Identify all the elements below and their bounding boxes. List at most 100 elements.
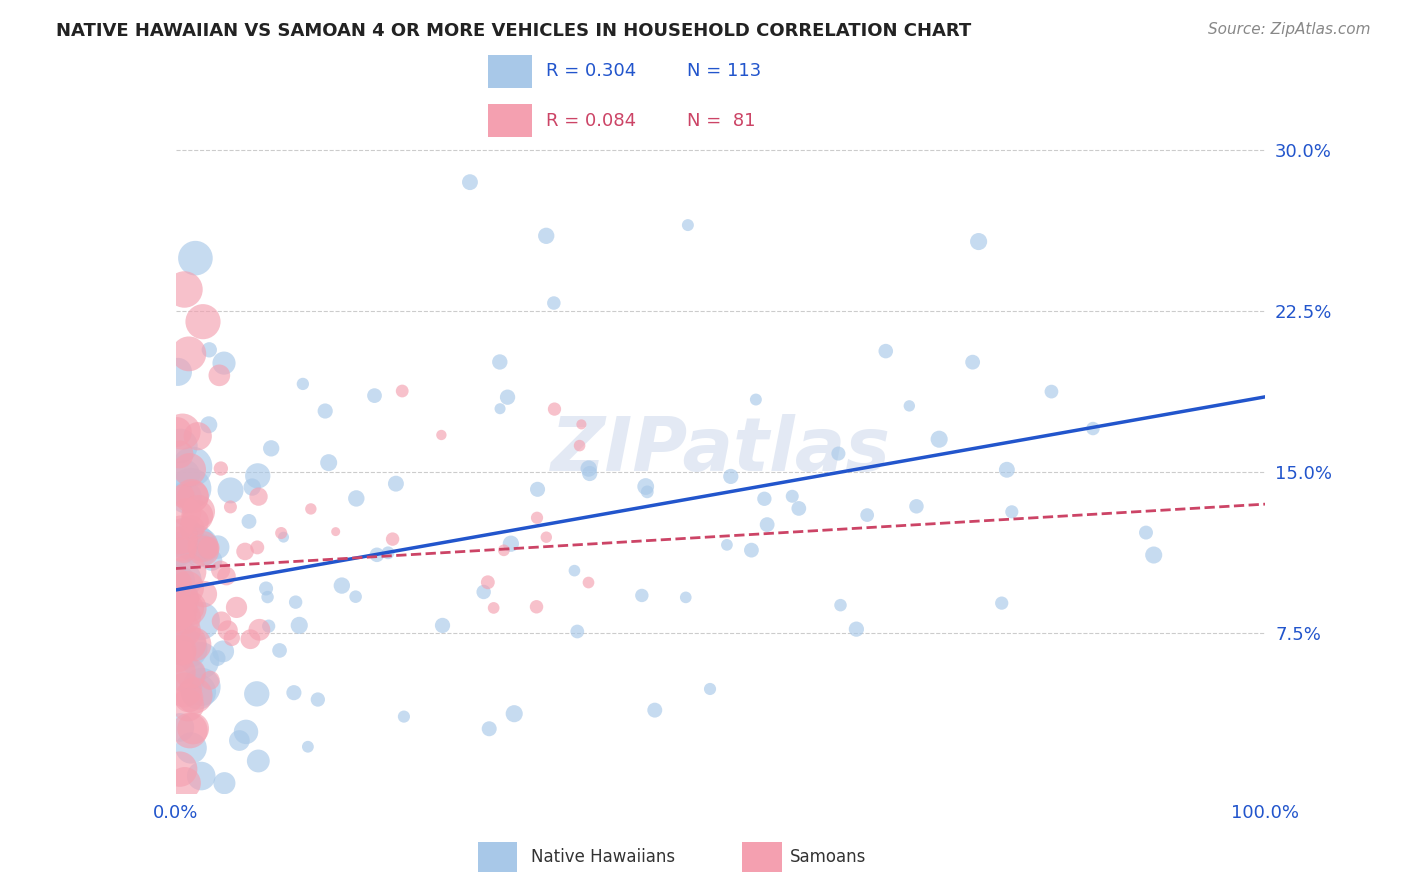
Point [564,564,586,578]
Point [631,589,654,603]
Point [183,637,205,651]
Point [297,739,319,754]
Point [472,585,495,599]
Point [1001,505,1024,519]
Point [180,482,202,496]
Point [1040,384,1063,399]
Point [207,651,229,665]
Point [169,439,191,453]
Point [181,490,204,504]
Point [169,762,191,776]
Point [184,251,207,265]
Point [283,686,305,700]
Point [536,530,558,544]
Point [254,582,277,596]
Point [716,538,738,552]
Point [489,401,512,416]
Point [1143,548,1166,562]
Point [173,682,195,697]
Point [172,624,194,638]
Point [170,539,193,553]
Point [291,376,314,391]
Point [170,573,193,587]
Point [183,689,205,703]
Point [827,446,849,460]
Point [176,581,198,595]
Point [166,665,188,680]
Point [391,384,413,398]
Point [247,490,270,504]
Point [238,515,260,529]
Point [780,489,803,503]
Point [209,563,232,577]
Point [170,593,193,607]
Point [578,575,600,590]
Point [173,543,195,558]
Point [644,703,666,717]
Point [228,733,250,747]
Point [496,390,519,404]
Point [214,776,236,790]
Point [344,491,367,506]
Point [534,228,557,243]
Point [325,524,347,539]
Point [543,402,565,417]
Point [169,537,191,551]
Point [212,644,235,658]
Point [458,175,481,189]
Point [503,706,526,721]
Point [385,476,408,491]
Point [845,622,868,636]
Point [571,417,593,432]
Point [699,681,721,696]
Point [720,469,742,483]
Point [307,692,329,706]
Point [235,724,257,739]
Point [990,596,1012,610]
Point [186,508,208,523]
Point [273,530,295,544]
Point [634,479,657,493]
Point [344,590,367,604]
Point [905,500,928,514]
Point [745,392,768,407]
Point [191,540,214,554]
Point [190,680,212,694]
Point [193,587,215,601]
Point [181,722,204,736]
Point [180,489,202,503]
Text: Source: ZipAtlas.com: Source: ZipAtlas.com [1208,22,1371,37]
Point [330,578,353,592]
Point [200,673,222,688]
Point [173,610,195,624]
Point [568,439,591,453]
Point [246,687,269,701]
Point [756,517,779,532]
Point [967,235,990,249]
Point [198,417,221,432]
Point [173,776,195,790]
Point [314,404,336,418]
Point [363,389,385,403]
Point [201,553,224,567]
Point [478,722,501,736]
Point [215,569,238,583]
Point [830,598,852,612]
Point [179,601,201,615]
Point [169,609,191,624]
Point [246,541,269,555]
Point [284,595,307,609]
Point [180,741,202,756]
Point [377,546,399,560]
Point [212,356,235,370]
Point [526,599,548,614]
Point [173,646,195,660]
Point [167,644,190,658]
Point [256,590,278,604]
Point [209,461,232,475]
Point [567,624,589,639]
Point [225,600,247,615]
Point [174,490,197,504]
Point [190,614,212,628]
Point [166,607,188,622]
